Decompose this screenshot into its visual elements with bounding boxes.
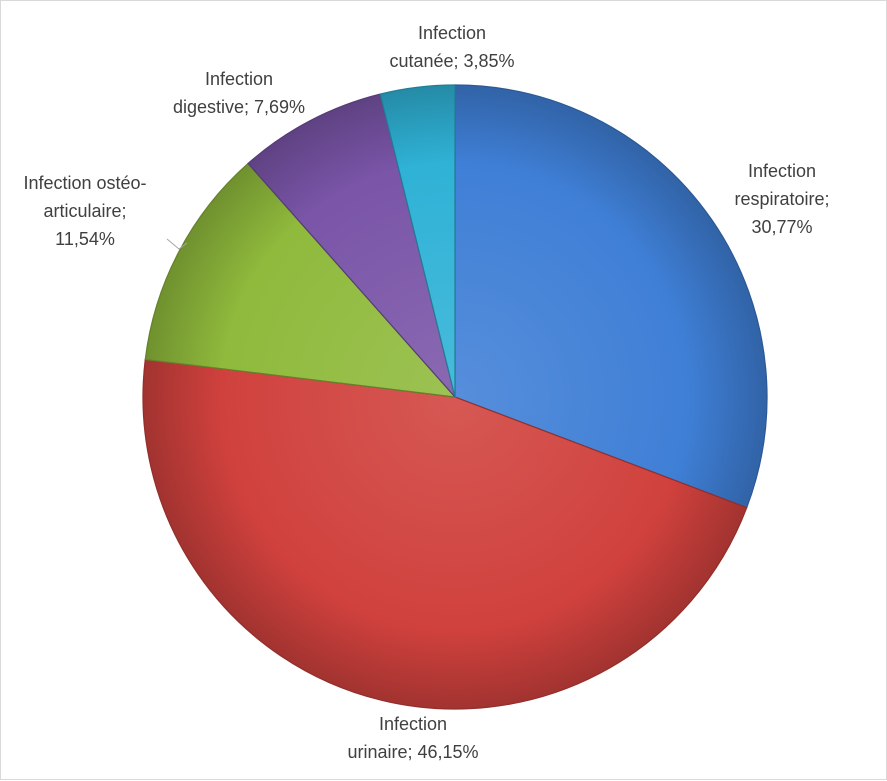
data-label-2: Infection urinaire; 46,15% xyxy=(347,714,478,762)
pie-slice-1 xyxy=(454,84,768,509)
data-label-5: Infection cutanée; 3,85% xyxy=(389,23,514,71)
pie-slice-3 xyxy=(144,162,457,398)
data-label-4: Infection digestive; 7,69% xyxy=(173,69,305,117)
leader-lines-layer xyxy=(166,238,188,250)
pie-slice-2 xyxy=(142,358,748,710)
slices-layer xyxy=(142,84,768,710)
pie-slice-4 xyxy=(247,93,456,398)
data-label-3: Infection ostéo-articulaire; 11,54% xyxy=(23,173,146,249)
pie-slice-5 xyxy=(379,84,456,398)
labels-layer: Infection respiratoire; 30,77% Infection uri… xyxy=(23,23,829,762)
leader-line-3 xyxy=(166,238,188,250)
data-label-1: Infection respiratoire; 30,77% xyxy=(734,161,829,237)
